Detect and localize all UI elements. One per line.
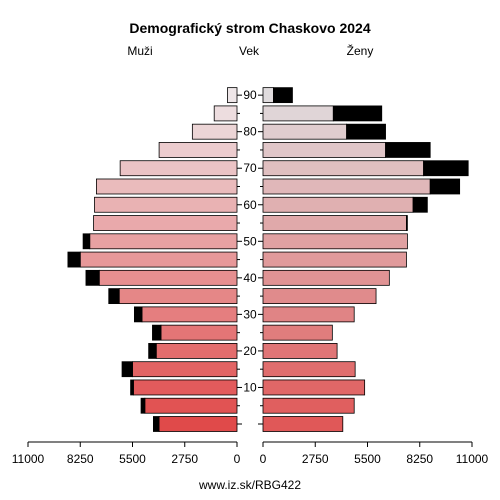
x-tick-label-right: 11000 <box>456 452 489 466</box>
women-bar-0-4 <box>262 416 344 432</box>
women-bar-15-19 <box>262 361 356 378</box>
x-tick-label-left: 11000 <box>12 452 45 466</box>
women-excess-60-64 <box>412 196 428 213</box>
women-bar-70-74 <box>262 160 424 177</box>
age-tick-label: 30 <box>243 307 257 321</box>
men-bar-80-84 <box>191 123 238 140</box>
footer-source: www.iz.sk/RBG422 <box>198 478 301 492</box>
men-bar-40-44 <box>98 269 238 286</box>
women-bar-50-54 <box>262 233 408 250</box>
men-bar-70-74 <box>119 160 238 177</box>
women-excess-75-79 <box>385 142 431 158</box>
x-tick-label-left: 8250 <box>67 452 94 466</box>
women-bar-80-84 <box>262 123 347 140</box>
men-bar-60-64 <box>94 196 238 213</box>
men-bar-30-34 <box>141 306 238 323</box>
women-bar-90+ <box>262 87 274 104</box>
men-excess-0-4 <box>152 416 160 432</box>
age-tick-label: 10 <box>243 380 257 394</box>
women-excess-90+ <box>273 87 293 104</box>
men-bar-35-39 <box>118 288 238 305</box>
men-excess-20-24 <box>148 343 157 359</box>
men-bar-55-59 <box>93 215 238 231</box>
men-bar-10-14 <box>133 379 238 396</box>
women-excess-70-74 <box>423 160 469 177</box>
men-excess-35-39 <box>108 288 120 305</box>
women-bar-45-49 <box>262 251 407 268</box>
x-tick-label-left: 0 <box>234 452 241 466</box>
men-excess-50-54 <box>82 233 91 250</box>
men-bar-65-69 <box>96 178 238 195</box>
men-excess-25-29 <box>152 324 162 341</box>
women-bar-5-9 <box>262 397 355 414</box>
men-label: Muži <box>127 44 152 58</box>
men-bar-5-9 <box>144 397 238 414</box>
x-tick-label-left: 2750 <box>171 452 198 466</box>
men-excess-40-44 <box>85 269 100 286</box>
men-bar-15-19 <box>132 361 238 378</box>
men-bar-75-79 <box>158 142 238 158</box>
women-bar-20-24 <box>262 343 338 359</box>
women-excess-65-69 <box>429 178 461 195</box>
age-tick-label: 70 <box>243 161 257 175</box>
women-bar-35-39 <box>262 288 377 305</box>
men-bar-20-24 <box>155 343 238 359</box>
age-tick-label: 80 <box>243 125 257 139</box>
age-tick-label: 20 <box>243 344 257 358</box>
women-bar-55-59 <box>262 215 407 231</box>
x-tick-label-left: 5500 <box>119 452 146 466</box>
men-bar-85-89 <box>213 105 238 122</box>
age-axis: 90 80 70 60 50 40 30 20 10 <box>237 88 263 425</box>
age-tick-label: 50 <box>243 234 257 248</box>
age-axis-label: Vek <box>239 44 260 58</box>
men-excess-15-19 <box>121 361 133 378</box>
women-bar-75-79 <box>262 142 386 158</box>
women-bars <box>262 87 469 432</box>
women-bar-85-89 <box>262 105 334 122</box>
women-bar-10-14 <box>262 379 366 396</box>
chart-title: Demografický strom Chaskovo 2024 <box>129 20 370 36</box>
women-excess-80-84 <box>346 123 386 140</box>
women-label: Ženy <box>347 43 374 58</box>
women-bar-30-34 <box>262 306 355 323</box>
x-tick-label-right: 0 <box>260 452 267 466</box>
men-bar-50-54 <box>89 233 238 250</box>
age-tick-label: 40 <box>243 271 257 285</box>
men-excess-5-9 <box>140 397 146 414</box>
x-tick-label-right: 5500 <box>354 452 381 466</box>
women-excess-85-89 <box>332 105 383 122</box>
x-tick-label-right: 8250 <box>406 452 433 466</box>
men-excess-30-34 <box>133 306 143 323</box>
men-excess-45-49 <box>67 251 81 268</box>
men-excess-10-14 <box>130 379 134 396</box>
men-bars <box>67 87 238 432</box>
women-bar-40-44 <box>262 269 390 286</box>
women-excess-55-59 <box>406 215 408 231</box>
age-tick-label: 60 <box>243 198 257 212</box>
men-bar-90+ <box>227 87 238 104</box>
women-bar-25-29 <box>262 324 333 341</box>
age-tick-label: 90 <box>243 88 257 102</box>
x-axis: 11000 8250 5500 2750 0 0 2750 5500 8250 11000 <box>12 441 489 466</box>
men-bar-45-49 <box>79 251 238 268</box>
women-bar-65-69 <box>262 178 431 195</box>
x-tick-label-right: 2750 <box>302 452 329 466</box>
men-bar-0-4 <box>158 416 238 432</box>
men-bar-25-29 <box>160 324 238 341</box>
women-bar-60-64 <box>262 196 414 213</box>
